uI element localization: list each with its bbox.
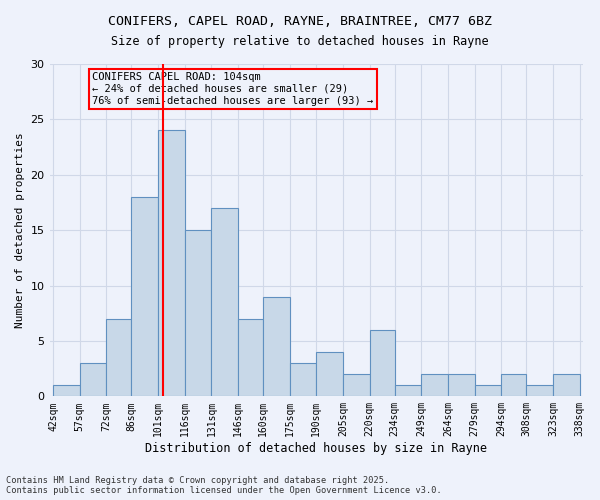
Bar <box>158 130 185 396</box>
Bar <box>53 386 80 396</box>
Bar <box>553 374 580 396</box>
Bar <box>448 374 475 396</box>
Bar <box>263 296 290 396</box>
Text: Size of property relative to detached houses in Rayne: Size of property relative to detached ho… <box>111 35 489 48</box>
Bar <box>80 363 106 396</box>
Y-axis label: Number of detached properties: Number of detached properties <box>15 132 25 328</box>
Text: Contains HM Land Registry data © Crown copyright and database right 2025.
Contai: Contains HM Land Registry data © Crown c… <box>6 476 442 495</box>
Bar <box>343 374 370 396</box>
Bar <box>290 363 316 396</box>
Bar <box>370 330 395 396</box>
Text: CONIFERS CAPEL ROAD: 104sqm
← 24% of detached houses are smaller (29)
76% of sem: CONIFERS CAPEL ROAD: 104sqm ← 24% of det… <box>92 72 373 106</box>
Bar <box>421 374 448 396</box>
Bar <box>185 230 211 396</box>
Bar <box>526 386 553 396</box>
Bar <box>238 319 263 396</box>
Bar <box>316 352 343 397</box>
Bar <box>395 386 421 396</box>
X-axis label: Distribution of detached houses by size in Rayne: Distribution of detached houses by size … <box>145 442 487 455</box>
Bar <box>475 386 501 396</box>
Bar <box>211 208 238 396</box>
Bar <box>501 374 526 396</box>
Bar <box>131 197 158 396</box>
Text: CONIFERS, CAPEL ROAD, RAYNE, BRAINTREE, CM77 6BZ: CONIFERS, CAPEL ROAD, RAYNE, BRAINTREE, … <box>108 15 492 28</box>
Bar <box>106 319 131 396</box>
